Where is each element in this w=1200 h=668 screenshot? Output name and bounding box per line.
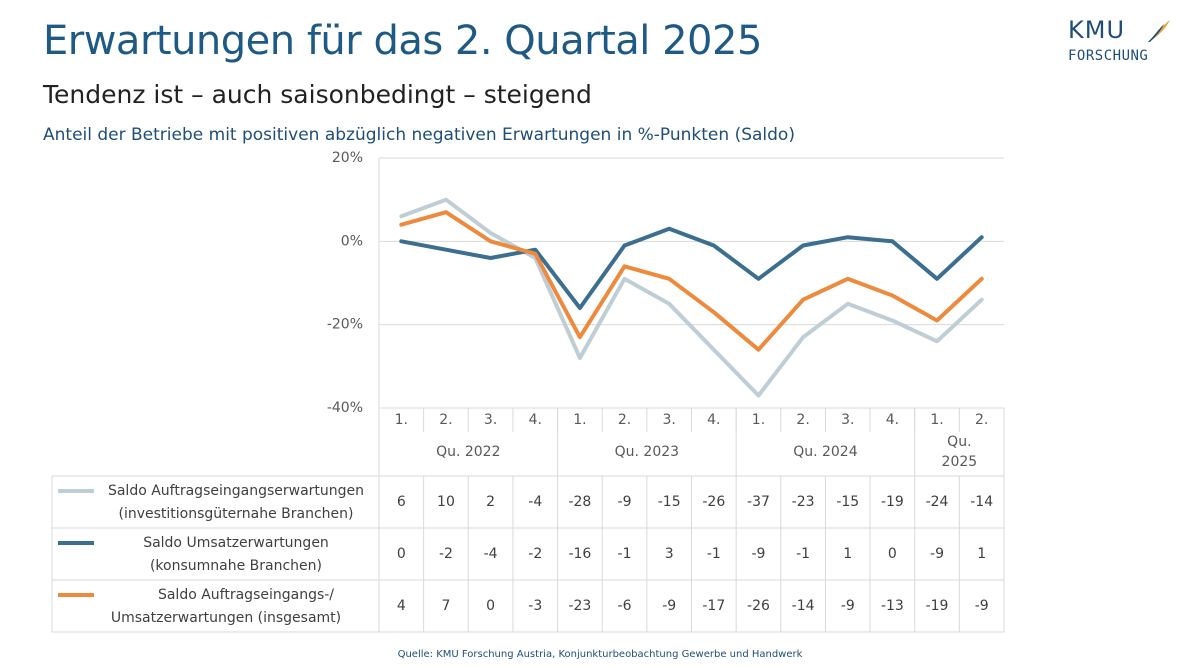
table-cell-value: -23 (568, 598, 591, 614)
quill-icon (1148, 20, 1170, 42)
table-cell-value: 0 (397, 546, 406, 562)
x-tick-label: 3. (841, 412, 854, 428)
logo-wordmark: KMU (1068, 16, 1126, 44)
table-cell-value: -16 (568, 546, 591, 562)
table-cell-value: -3 (528, 598, 542, 614)
table-cell-value: -28 (568, 494, 591, 510)
kmu-logo: KMU FORSCHUNG (1068, 16, 1178, 72)
x-tick-label: 4. (707, 412, 720, 428)
table-cell-value: -14 (792, 598, 815, 614)
table-cell-value: -37 (747, 494, 770, 510)
x-tick-label: 2. (975, 412, 988, 428)
table-cell-value: 3 (665, 546, 674, 562)
table-cell-value: -9 (841, 598, 855, 614)
y-tick-label: -40% (327, 400, 363, 416)
year-group-label: 2025 (942, 454, 978, 470)
x-tick-label: 1. (930, 412, 943, 428)
table-cell-value: -9 (975, 598, 989, 614)
table-cell-value: 4 (397, 598, 406, 614)
table-cell-value: -26 (702, 494, 725, 510)
table-cell-value: -9 (751, 546, 765, 562)
series-line-1 (399, 197, 984, 398)
table-cell-value: -15 (836, 494, 859, 510)
table-cell-value: -17 (702, 598, 725, 614)
table-cell-value: 0 (888, 546, 897, 562)
page-subtitle: Tendenz ist – auch saisonbedingt – steig… (43, 80, 592, 109)
page-title: Erwartungen für das 2. Quartal 2025 (43, 18, 762, 64)
y-tick-label: 0% (341, 233, 363, 249)
year-group-label: Qu. 2022 (436, 444, 500, 460)
x-tick-label: 2. (618, 412, 631, 428)
year-group-label: Qu. 2024 (793, 444, 858, 460)
table-cell-value: -19 (926, 598, 949, 614)
table-cell-value: 1 (843, 546, 852, 562)
chart-caption: Anteil der Betriebe mit positiven abzügl… (43, 125, 795, 145)
x-tick-label: 1. (752, 412, 765, 428)
line-chart: 20% 0% -20% -40% 1. 2. 3. 4. 1. 2. 3. 4. 1. 2. 3. 4. 1. 2… (51, 150, 1005, 633)
table-cell-value: -2 (439, 546, 453, 562)
table-cell-value: -1 (707, 546, 721, 562)
legend-label: Saldo Auftragseingangserwartungen (108, 483, 364, 499)
table-cell-value: -1 (618, 546, 632, 562)
table-cell-value: -9 (662, 598, 676, 614)
table-cell-value: -9 (618, 494, 632, 510)
x-tick-label: 4. (529, 412, 542, 428)
table-cell-value: 7 (442, 598, 451, 614)
x-tick-label: 3. (484, 412, 497, 428)
table-cell-value: -26 (747, 598, 770, 614)
table-cell-value: -19 (881, 494, 904, 510)
series-line-2 (399, 226, 984, 310)
table-cell-value: -6 (618, 598, 632, 614)
table-cell-value: -4 (484, 546, 498, 562)
table-cell-value: -2 (528, 546, 542, 562)
table-cell-value: 2 (486, 494, 495, 510)
source-note: Quelle: KMU Forschung Austria, Konjunktu… (397, 649, 803, 660)
x-tick-label: 1. (395, 412, 408, 428)
table-cell-value: -1 (796, 546, 810, 562)
x-tick-label: 3. (662, 412, 675, 428)
year-group-label: Qu. 2023 (615, 444, 679, 460)
x-tick-label: 2. (796, 412, 809, 428)
table-cell-value: -13 (881, 598, 904, 614)
table-cell-value: -14 (970, 494, 993, 510)
x-tick-label: 1. (573, 412, 586, 428)
x-tick-label: 2. (439, 412, 452, 428)
table-cell-value: -23 (792, 494, 815, 510)
table-cell-value: 10 (437, 494, 455, 510)
table-cell-value: -4 (528, 494, 542, 510)
y-tick-label: 20% (332, 150, 363, 166)
legend-label: (konsumnahe Branchen) (150, 558, 322, 574)
table-cell-value: -9 (930, 546, 944, 562)
legend-label: (investitionsgüternahe Branchen) (119, 506, 354, 522)
table-cell-value: -15 (658, 494, 681, 510)
legend-label: Saldo Auftragseingangs-/ (158, 587, 334, 603)
legend-label: Umsatzerwartungen (insgesamt) (111, 610, 341, 626)
table-cell-value: 1 (977, 546, 986, 562)
year-group-label: Qu. (947, 434, 971, 450)
logo-subtext: FORSCHUNG (1068, 48, 1149, 64)
table-cell-value: -24 (926, 494, 949, 510)
x-tick-label: 4. (886, 412, 899, 428)
table-cell-value: 6 (397, 494, 406, 510)
legend-label: Saldo Umsatzerwartungen (143, 535, 329, 551)
y-tick-label: -20% (327, 317, 363, 333)
table-cell-value: 0 (486, 598, 495, 614)
series-line-3 (399, 210, 984, 352)
